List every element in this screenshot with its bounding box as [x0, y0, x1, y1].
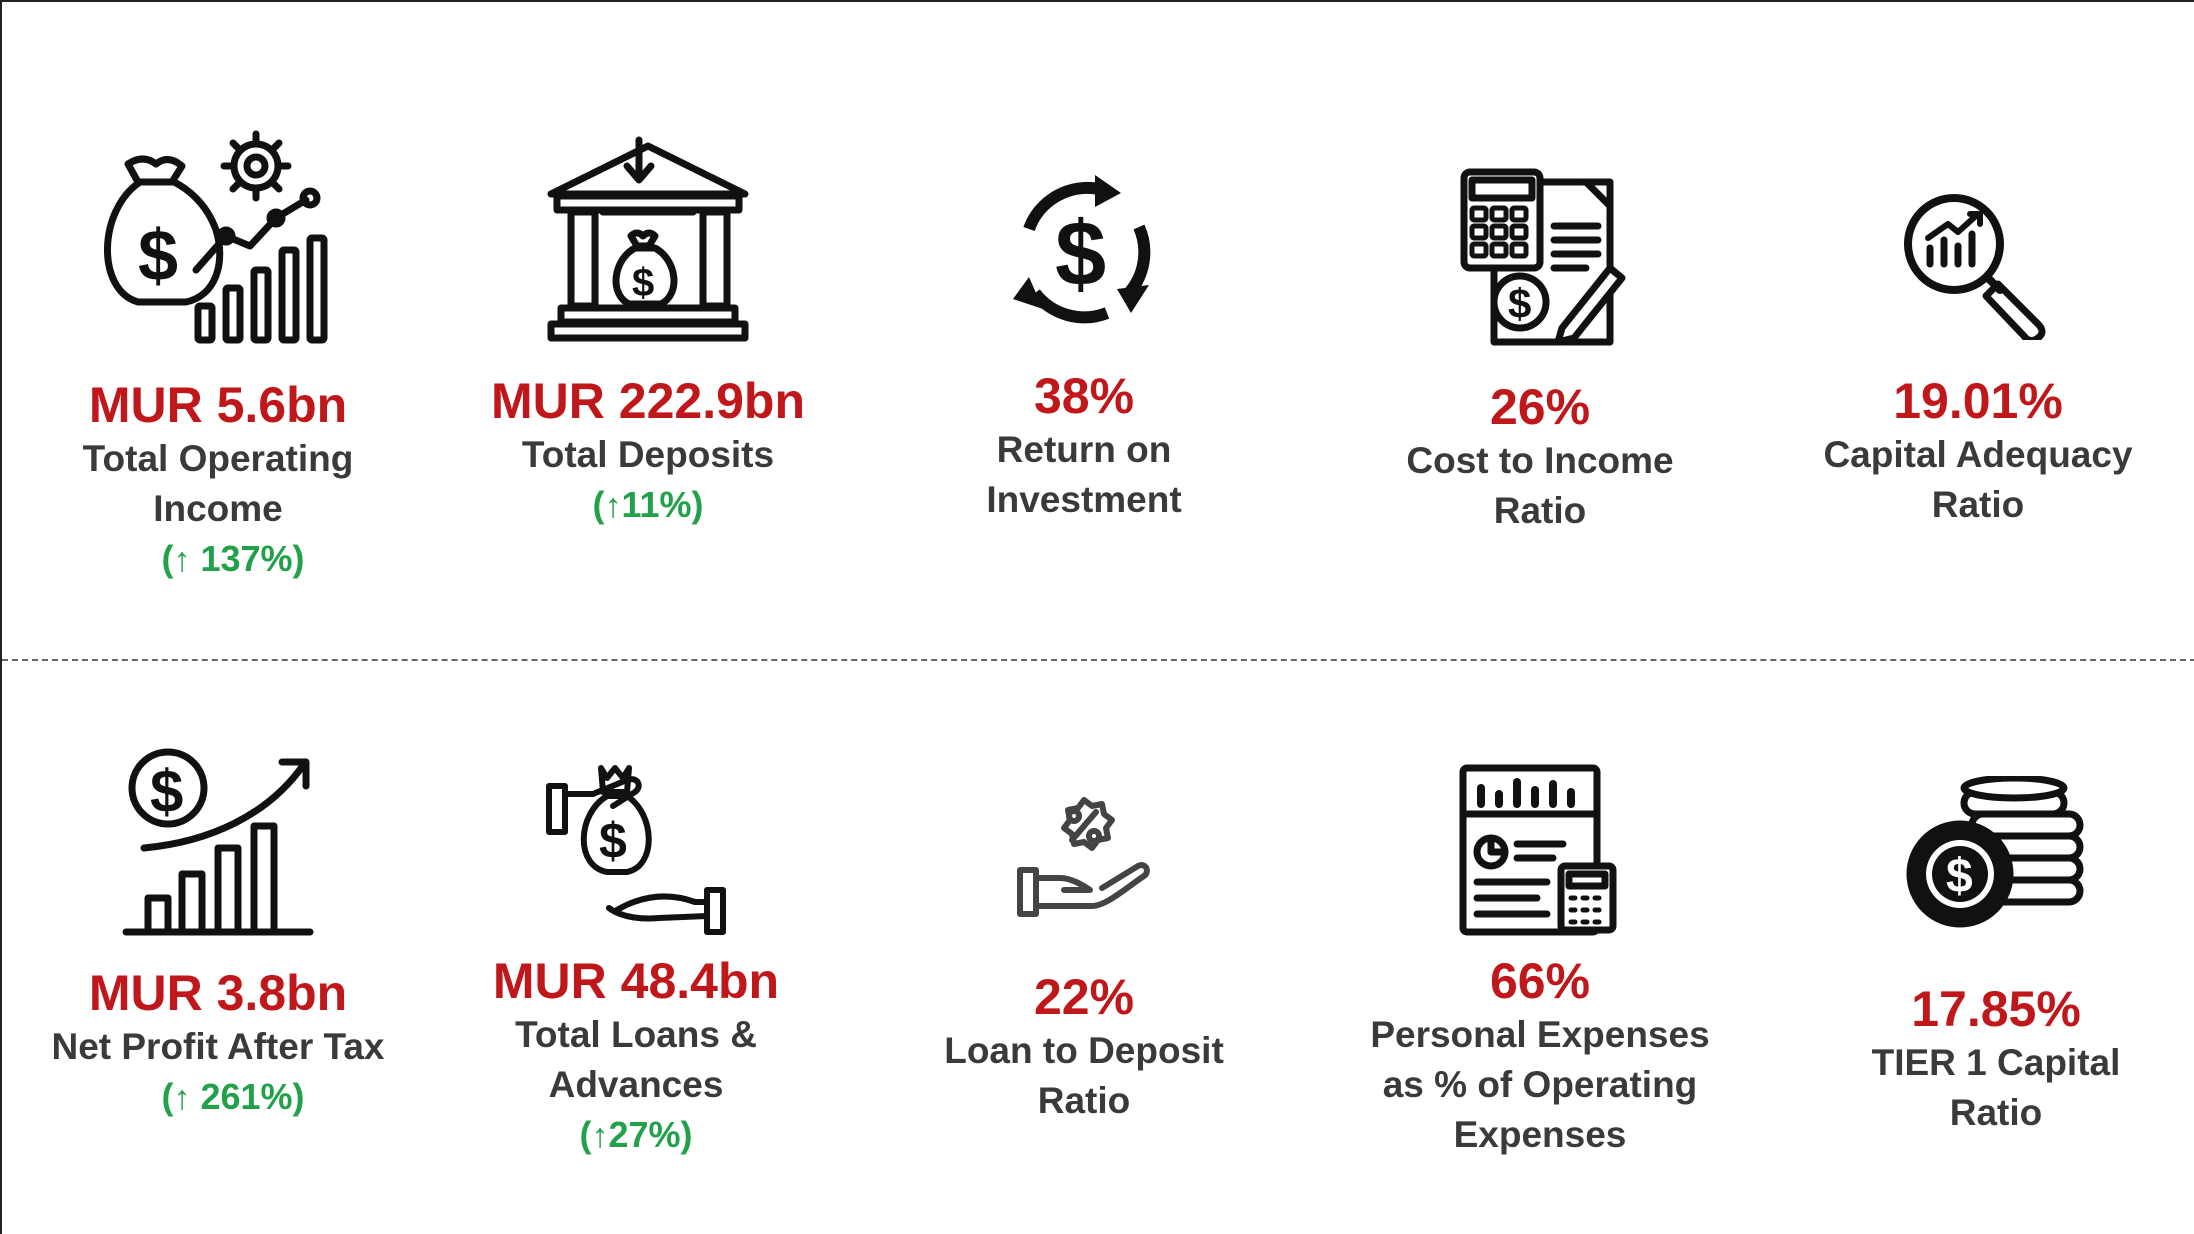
kpi-value: MUR 222.9bn: [491, 373, 805, 429]
kpi-change: (↑ 137%): [161, 538, 305, 579]
kpi-label: Total Deposits: [521, 434, 775, 475]
calculator-document-icon: $: [1460, 168, 1626, 346]
kpi-label: Total Loans & Advances: [515, 1014, 757, 1105]
kpi-value: 66%: [1489, 953, 1591, 1009]
kpi-value: 22%: [1033, 969, 1135, 1025]
kpi-change: (↑27%): [579, 1114, 693, 1155]
kpi-value: MUR 3.8bn: [88, 965, 348, 1021]
section-divider: [2, 659, 2194, 661]
loan-hand-icon: $: [546, 765, 726, 935]
kpi-change: (↑ 261%): [161, 1076, 305, 1117]
kpi-cost-to-income: $ 26% Cost to Income Ratio: [1340, 168, 1740, 536]
svg-text:$: $: [1508, 280, 1531, 327]
kpi-change: (↑11%): [592, 484, 704, 525]
svg-text:$: $: [632, 261, 654, 305]
kpi-label: Capital Adequacy Ratio: [1823, 434, 2133, 525]
expense-report-icon: [1459, 764, 1617, 936]
arrow-up-icon: ↑: [173, 541, 191, 579]
kpi-total-deposits: $ MUR 222.9bn Total Deposits (↑11%): [448, 132, 848, 531]
kpi-label: Net Profit After Tax: [51, 1026, 385, 1067]
svg-text:$: $: [138, 216, 178, 296]
kpi-label: Personal Expenses as % of Operating Expe…: [1370, 1014, 1710, 1155]
kpi-capital-adequacy: 19.01% Capital Adequacy Ratio: [1778, 188, 2178, 530]
kpi-value: MUR 48.4bn: [492, 953, 780, 1009]
kpi-value: MUR 5.6bn: [88, 377, 348, 433]
kpi-label: TIER 1 Capital Ratio: [1871, 1042, 2121, 1133]
kpi-personal-expenses: 66% Personal Expenses as % of Operating …: [1340, 764, 1740, 1160]
svg-text:$: $: [150, 758, 183, 825]
magnifier-chart-icon: [1904, 194, 2046, 340]
svg-text:$: $: [599, 813, 627, 869]
kpi-value: 19.01%: [1893, 373, 2063, 429]
kpi-value: 17.85%: [1911, 981, 2081, 1037]
kpi-value: 38%: [1033, 368, 1135, 424]
kpi-label: Total Operating Income: [82, 438, 354, 529]
svg-text:$: $: [1946, 850, 1973, 903]
arrow-up-icon: ↑: [604, 487, 622, 525]
money-bag-growth-icon: $: [104, 130, 328, 344]
coin-stack-icon: $: [1906, 776, 2084, 928]
bank-deposit-icon: $: [547, 136, 749, 342]
kpi-total-operating-income: $ MUR 5.6bn Total Operating Income (↑ 13…: [18, 120, 418, 585]
percent-hand-icon: [1017, 797, 1150, 917]
kpi-label: Cost to Income Ratio: [1406, 440, 1674, 531]
kpi-label: Return on Investment: [986, 429, 1182, 520]
kpi-value: 26%: [1489, 379, 1591, 435]
dollar-cycle-icon: $: [1013, 175, 1151, 324]
kpi-label: Loan to Deposit Ratio: [944, 1030, 1224, 1121]
profit-growth-icon: $: [122, 748, 314, 936]
kpi-tier1-capital: $ 17.85% TIER 1 Capital Ratio: [1796, 776, 2194, 1138]
arrow-up-icon: ↑: [173, 1079, 191, 1117]
kpi-total-loans-advances: $ MUR 48.4bn Total Loans & Advances (↑27…: [436, 764, 836, 1161]
kpi-net-profit-after-tax: $ MUR 3.8bn Net Profit After Tax (↑ 261%…: [18, 746, 418, 1123]
kpi-return-on-investment: $ 38% Return on Investment: [884, 167, 1284, 525]
svg-text:$: $: [1055, 203, 1106, 305]
kpi-loan-to-deposit: 22% Loan to Deposit Ratio: [884, 794, 1284, 1126]
arrow-up-icon: ↑: [591, 1117, 609, 1155]
